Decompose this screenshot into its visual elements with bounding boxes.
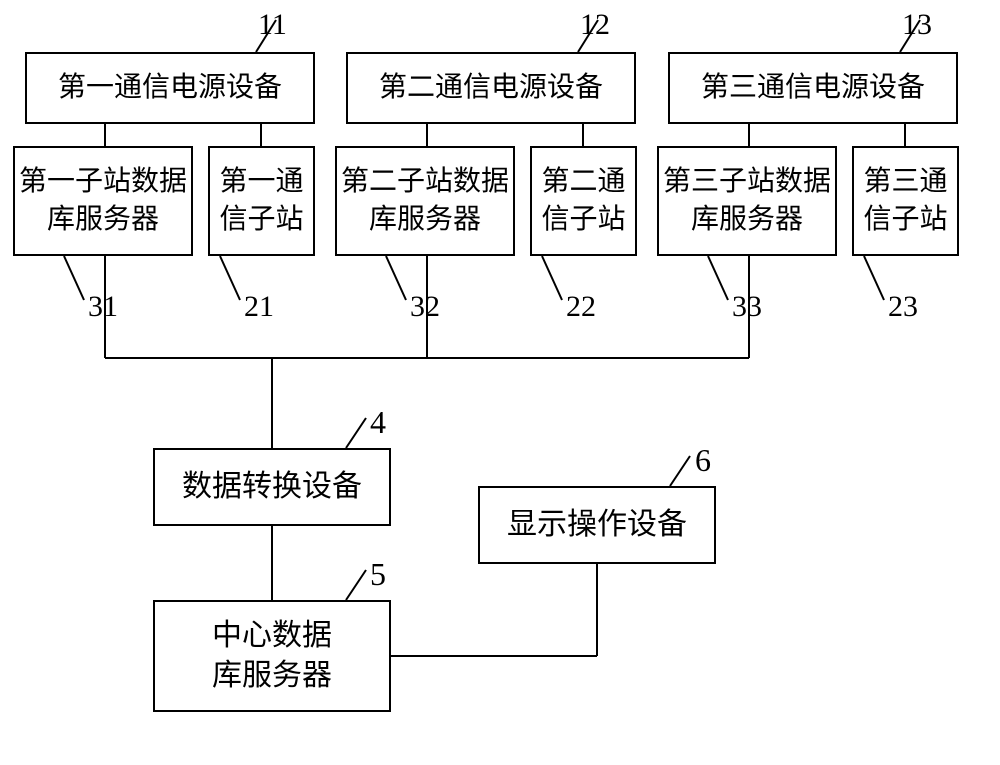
node-substation-db-3: 第三子站数据库服务器 bbox=[657, 146, 837, 256]
node-label: 中心数据 库服务器 bbox=[212, 616, 332, 697]
node-comm-substation-2: 第二通信子站 bbox=[530, 146, 637, 256]
ref-label-5: 5 bbox=[370, 556, 386, 593]
ref-label-23: 23 bbox=[888, 290, 918, 324]
ref-label-22: 22 bbox=[566, 290, 596, 324]
node-label: 第二通信子站 bbox=[536, 163, 631, 239]
ref-label-13: 13 bbox=[902, 8, 932, 42]
node-data-converter: 数据转换设备 bbox=[153, 448, 391, 526]
node-substation-db-2: 第二子站数据库服务器 bbox=[335, 146, 515, 256]
node-label: 第三通信子站 bbox=[858, 163, 953, 239]
node-display-op: 显示操作设备 bbox=[478, 486, 716, 564]
node-substation-db-1: 第一子站数据库服务器 bbox=[13, 146, 193, 256]
node-label: 显示操作设备 bbox=[507, 505, 687, 546]
ref-label-32: 32 bbox=[410, 290, 440, 324]
node-label: 第一子站数据库服务器 bbox=[19, 163, 187, 239]
ref-label-12: 12 bbox=[580, 8, 610, 42]
diagram-canvas: 第一通信电源设备 第二通信电源设备 第三通信电源设备 第一子站数据库服务器 第一… bbox=[0, 0, 1000, 765]
ref-label-21: 21 bbox=[244, 290, 274, 324]
node-power-supply-3: 第三通信电源设备 bbox=[668, 52, 958, 124]
ref-label-6: 6 bbox=[695, 442, 711, 479]
node-label: 第二子站数据库服务器 bbox=[341, 163, 509, 239]
node-label: 第二通信电源设备 bbox=[379, 69, 603, 107]
ref-label-4: 4 bbox=[370, 404, 386, 441]
node-label: 数据转换设备 bbox=[182, 467, 362, 508]
ref-label-11: 11 bbox=[258, 8, 287, 42]
node-label: 第三子站数据库服务器 bbox=[663, 163, 831, 239]
node-label: 第一通信电源设备 bbox=[58, 69, 282, 107]
ref-label-31: 31 bbox=[88, 290, 118, 324]
node-central-db: 中心数据 库服务器 bbox=[153, 600, 391, 712]
node-comm-substation-3: 第三通信子站 bbox=[852, 146, 959, 256]
node-comm-substation-1: 第一通信子站 bbox=[208, 146, 315, 256]
node-power-supply-1: 第一通信电源设备 bbox=[25, 52, 315, 124]
node-label: 第一通信子站 bbox=[214, 163, 309, 239]
ref-label-33: 33 bbox=[732, 290, 762, 324]
node-label: 第三通信电源设备 bbox=[701, 69, 925, 107]
node-power-supply-2: 第二通信电源设备 bbox=[346, 52, 636, 124]
